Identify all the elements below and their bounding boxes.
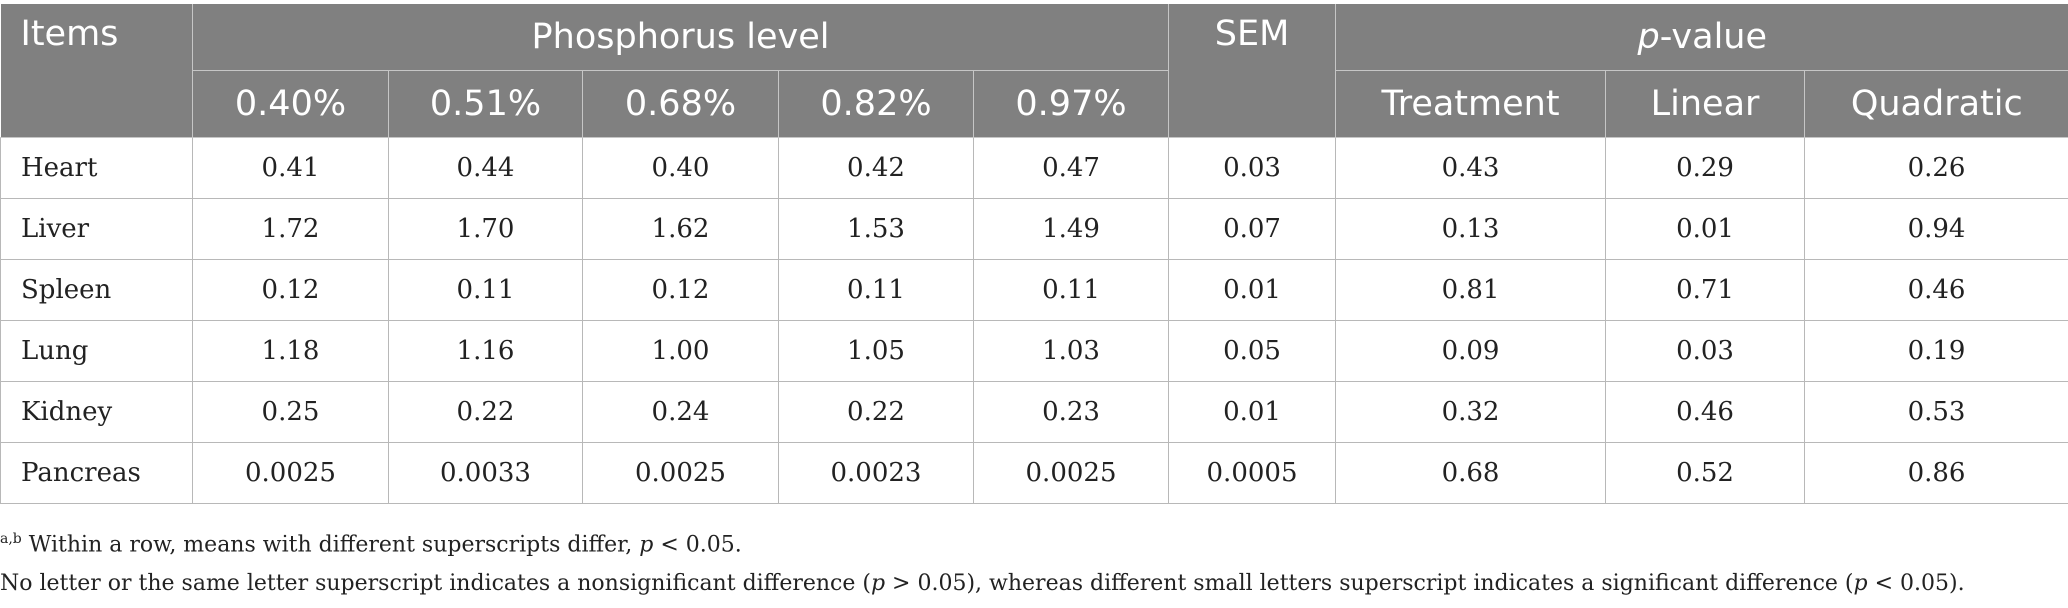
header-p-italic: p xyxy=(1638,17,1660,57)
footnote-superscripts: a,b Within a row, means with different s… xyxy=(0,524,2068,560)
cell-level-4: 0.22 xyxy=(779,382,974,443)
cell-sem: 0.05 xyxy=(1169,321,1336,382)
cell-level-2: 1.70 xyxy=(389,199,583,260)
cell-sem: 0.07 xyxy=(1169,199,1336,260)
row-item-label: Lung xyxy=(1,321,193,382)
cell-level-5: 1.03 xyxy=(974,321,1169,382)
footnote-1-p: p xyxy=(639,532,653,557)
header-level-4: 0.82% xyxy=(779,71,974,138)
footnote-2-a: No letter or the same letter superscript… xyxy=(0,571,871,596)
cell-level-1: 1.72 xyxy=(193,199,389,260)
cell-p-treatment: 0.09 xyxy=(1336,321,1606,382)
cell-level-1: 0.12 xyxy=(193,260,389,321)
cell-level-3: 0.12 xyxy=(583,260,779,321)
cell-p-treatment: 0.68 xyxy=(1336,443,1606,504)
row-item-label: Pancreas xyxy=(1,443,193,504)
cell-sem: 0.03 xyxy=(1169,138,1336,199)
footnote-significance: No letter or the same letter superscript… xyxy=(0,569,2068,599)
cell-sem: 0.01 xyxy=(1169,260,1336,321)
header-p-suffix: -value xyxy=(1660,17,1767,57)
cell-level-1: 0.25 xyxy=(193,382,389,443)
cell-level-2: 0.0033 xyxy=(389,443,583,504)
cell-p-quadratic: 0.46 xyxy=(1805,260,2068,321)
cell-p-linear: 0.71 xyxy=(1606,260,1805,321)
cell-p-quadratic: 0.86 xyxy=(1805,443,2068,504)
cell-p-treatment: 0.32 xyxy=(1336,382,1606,443)
footnote-2-b: > 0.05), whereas different small letters… xyxy=(885,571,1853,596)
footnote-1-tail: < 0.05. xyxy=(653,532,741,557)
cell-p-quadratic: 0.26 xyxy=(1805,138,2068,199)
header-treatment: Treatment xyxy=(1336,71,1606,138)
header-level-5: 0.97% xyxy=(974,71,1169,138)
cell-level-3: 0.24 xyxy=(583,382,779,443)
cell-level-1: 1.18 xyxy=(193,321,389,382)
footnotes: a,b Within a row, means with different s… xyxy=(0,524,2068,608)
row-item-label: Heart xyxy=(1,138,193,199)
cell-level-4: 0.11 xyxy=(779,260,974,321)
row-item-label: Liver xyxy=(1,199,193,260)
cell-level-4: 0.42 xyxy=(779,138,974,199)
header-items: Items xyxy=(1,4,193,138)
cell-level-4: 1.53 xyxy=(779,199,974,260)
cell-p-treatment: 0.43 xyxy=(1336,138,1606,199)
cell-level-2: 0.22 xyxy=(389,382,583,443)
row-item-label: Kidney xyxy=(1,382,193,443)
cell-p-treatment: 0.13 xyxy=(1336,199,1606,260)
cell-level-3: 0.0025 xyxy=(583,443,779,504)
header-level-1: 0.40% xyxy=(193,71,389,138)
cell-level-3: 0.40 xyxy=(583,138,779,199)
cell-sem: 0.01 xyxy=(1169,382,1336,443)
cell-level-2: 1.16 xyxy=(389,321,583,382)
header-sem: SEM xyxy=(1169,4,1336,138)
cell-level-4: 1.05 xyxy=(779,321,974,382)
header-p-value: p-value xyxy=(1336,4,2068,71)
cell-p-quadratic: 0.53 xyxy=(1805,382,2068,443)
results-table: Items Phosphorus level SEM p-value 0.40%… xyxy=(0,4,2068,504)
footnote-2-p2: p xyxy=(1853,571,1867,596)
header-quadratic: Quadratic xyxy=(1805,71,2068,138)
header-linear: Linear xyxy=(1606,71,1805,138)
footnote-sup-marker: a,b xyxy=(0,531,22,547)
cell-p-linear: 0.03 xyxy=(1606,321,1805,382)
cell-p-linear: 0.46 xyxy=(1606,382,1805,443)
cell-level-5: 1.49 xyxy=(974,199,1169,260)
cell-sem: 0.0005 xyxy=(1169,443,1336,504)
cell-p-treatment: 0.81 xyxy=(1336,260,1606,321)
cell-level-2: 0.11 xyxy=(389,260,583,321)
cell-level-5: 0.0025 xyxy=(974,443,1169,504)
cell-level-1: 0.0025 xyxy=(193,443,389,504)
footnote-2-p1: p xyxy=(871,571,885,596)
cell-level-3: 1.00 xyxy=(583,321,779,382)
footnote-1-text: Within a row, means with different super… xyxy=(22,532,639,557)
cell-level-3: 1.62 xyxy=(583,199,779,260)
cell-level-2: 0.44 xyxy=(389,138,583,199)
row-item-label: Spleen xyxy=(1,260,193,321)
cell-p-linear: 0.01 xyxy=(1606,199,1805,260)
cell-p-linear: 0.52 xyxy=(1606,443,1805,504)
cell-p-quadratic: 0.19 xyxy=(1805,321,2068,382)
cell-p-quadratic: 0.94 xyxy=(1805,199,2068,260)
header-level-3: 0.68% xyxy=(583,71,779,138)
footnote-2-c: < 0.05). xyxy=(1868,571,1965,596)
cell-level-1: 0.41 xyxy=(193,138,389,199)
header-phosphorus-level: Phosphorus level xyxy=(193,4,1169,71)
cell-p-linear: 0.29 xyxy=(1606,138,1805,199)
cell-level-4: 0.0023 xyxy=(779,443,974,504)
cell-level-5: 0.47 xyxy=(974,138,1169,199)
cell-level-5: 0.23 xyxy=(974,382,1169,443)
cell-level-5: 0.11 xyxy=(974,260,1169,321)
header-level-2: 0.51% xyxy=(389,71,583,138)
